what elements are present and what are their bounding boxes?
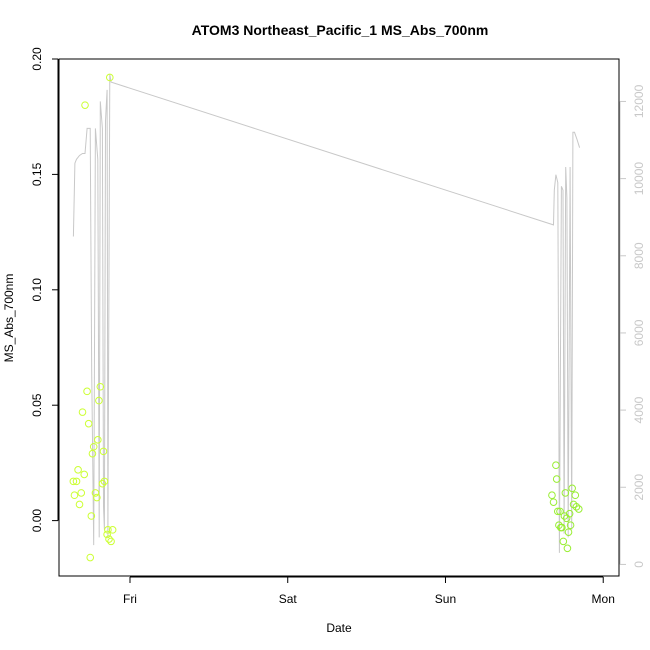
y2-tick-label: 10000 (632, 162, 646, 196)
y2-tick-label: 2000 (632, 474, 646, 501)
data-point (88, 449, 97, 458)
data-point (87, 512, 96, 520)
y2-tick-label: 4000 (632, 396, 646, 423)
chart-title: ATOM3 Northeast_Pacific_1 MS_Abs_700nm (192, 22, 489, 38)
data-point (83, 387, 91, 396)
data-point (96, 382, 105, 391)
data-point (81, 101, 89, 109)
data-point (559, 537, 568, 546)
data-point (552, 461, 560, 470)
data-point (574, 505, 583, 513)
x-tick-label: Sat (279, 592, 298, 606)
data-point (75, 500, 84, 509)
plot-area: Fri Sat Sun Mon 0.00 0.05 0.10 0.15 0.20 0 2000 400… (30, 47, 646, 606)
x-tick-label: Mon (592, 592, 615, 606)
y2-tick-label: 0 (632, 561, 646, 568)
x-tick-label: Fri (123, 592, 137, 606)
data-point (78, 408, 87, 416)
data-point (105, 535, 113, 543)
data-point (549, 498, 558, 506)
data-point (98, 479, 107, 488)
y-tick-label: 0.15 (30, 162, 44, 186)
data-point (100, 477, 109, 486)
data-point (80, 470, 89, 479)
y-tick-label: 0.10 (30, 278, 44, 302)
data-point (571, 491, 580, 500)
data-point (104, 526, 112, 534)
data-point (108, 526, 117, 534)
y-axis-label: MS_Abs_700nm (2, 274, 16, 363)
data-point (94, 436, 102, 444)
y2-tick-label: 6000 (632, 319, 646, 346)
data-point (566, 521, 575, 530)
data-point (561, 489, 570, 497)
data-point (563, 544, 572, 553)
data-point (93, 493, 101, 502)
data-point (565, 509, 574, 518)
plot-frame (58, 58, 620, 577)
data-point (72, 477, 81, 486)
data-point (99, 447, 108, 456)
data-point (91, 489, 100, 497)
data-point (105, 73, 114, 82)
data-point (553, 507, 562, 516)
data-point (89, 442, 98, 451)
y-tick-label: 0.05 (30, 393, 44, 417)
data-point (548, 491, 556, 500)
series-line (72, 74, 581, 553)
data-point (69, 477, 78, 486)
data-point (556, 507, 564, 516)
data-point (70, 491, 79, 500)
data-point (74, 466, 82, 474)
data-point (86, 553, 95, 562)
data-point (568, 484, 576, 493)
data-point (107, 537, 115, 546)
y2-tick-label: 8000 (632, 242, 646, 269)
data-point (84, 419, 93, 428)
x-tick-label: Sun (435, 592, 456, 606)
data-point (572, 502, 581, 511)
data-point (564, 528, 573, 536)
data-point (558, 523, 566, 532)
data-point (95, 396, 103, 405)
x-axis-label: Date (326, 621, 352, 635)
y-tick-label: 0.20 (30, 47, 44, 71)
data-point (552, 475, 561, 483)
y-tick-label: 0.00 (30, 509, 44, 533)
data-point (103, 530, 111, 539)
y2-tick-label: 12000 (632, 84, 646, 118)
data-point (77, 489, 86, 497)
